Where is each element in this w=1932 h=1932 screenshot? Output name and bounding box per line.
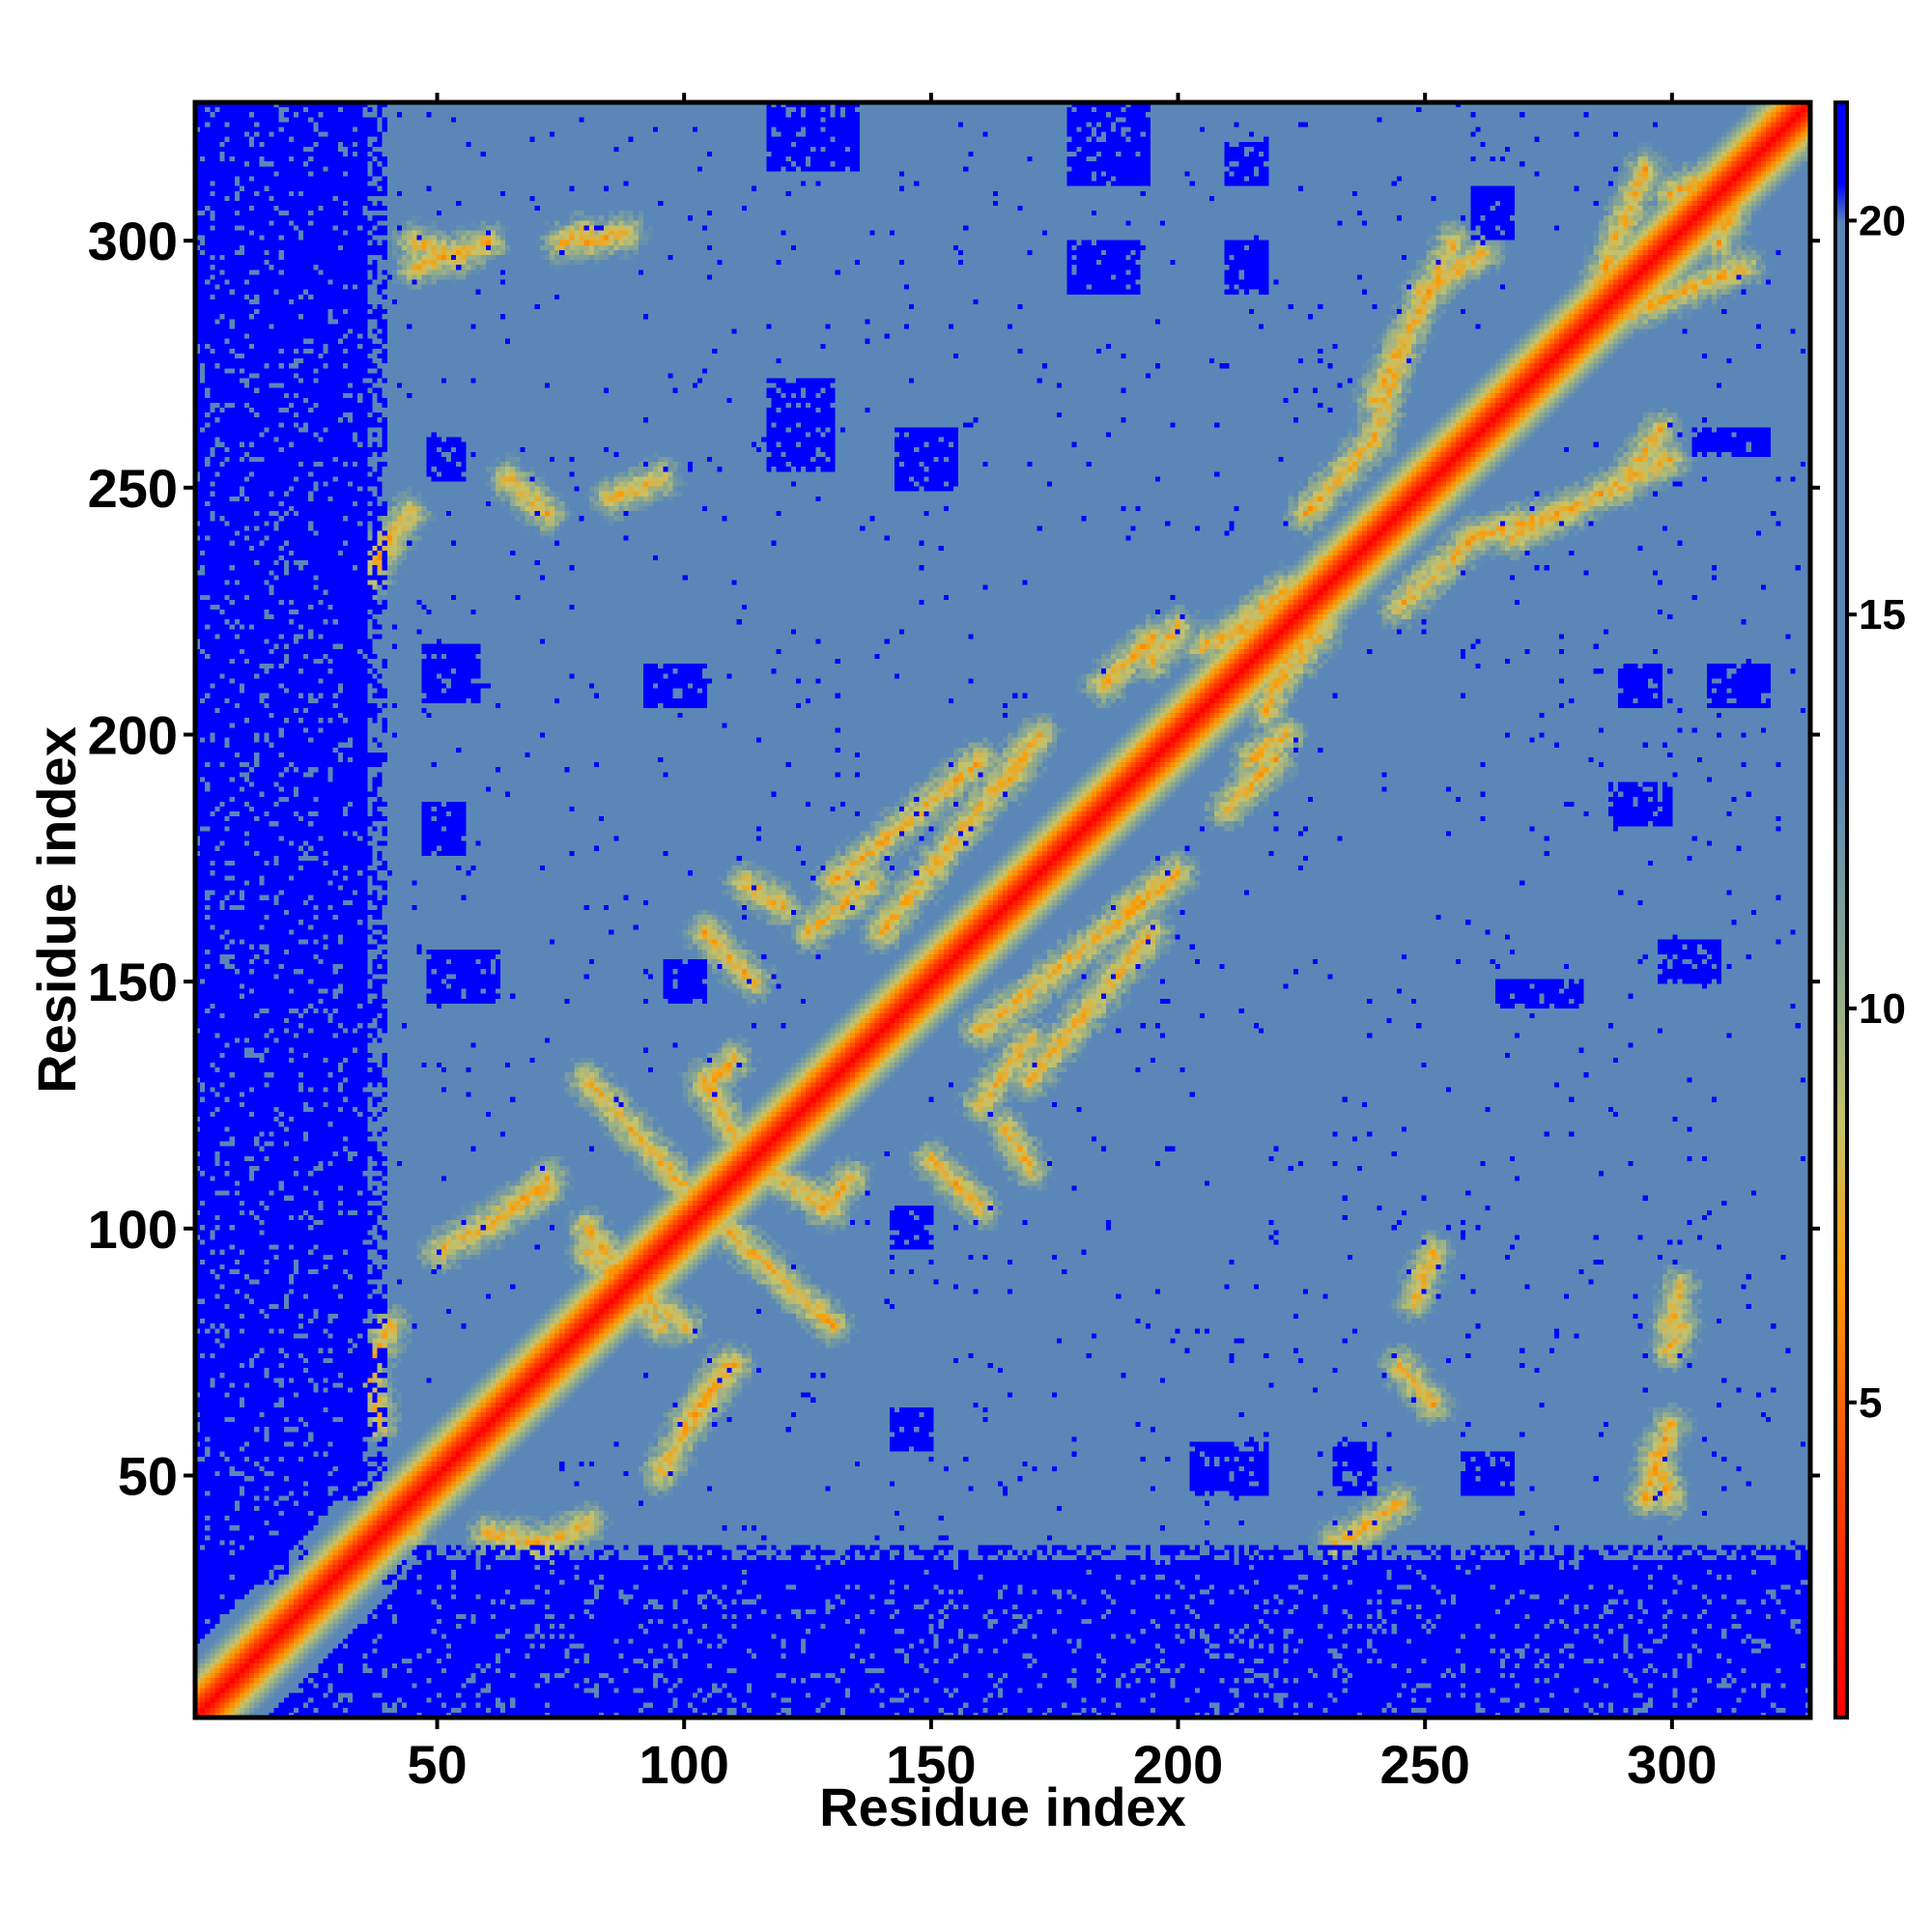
colorbar-gradient [1835, 102, 1847, 1718]
colorbar: 5 10 15 20 [1833, 100, 1906, 1719]
x-tick-label: 100 [639, 1734, 728, 1795]
y-tick-label: 300 [88, 211, 178, 271]
x-tick-label: 250 [1379, 1734, 1469, 1795]
x-tick-label: 300 [1627, 1734, 1717, 1795]
colorbar-tick-label: 15 [1859, 591, 1906, 639]
x-axis-title: Residue index [819, 1776, 1186, 1837]
y-tick-label: 250 [88, 458, 178, 519]
heatmap-plot-area [192, 99, 1813, 1720]
x-axis-ticks: 50 100 150 200 250 300 [407, 93, 1718, 1795]
y-tick-label: 200 [88, 704, 178, 765]
x-tick-label: 200 [1133, 1734, 1223, 1795]
colorbar-tick-label: 5 [1859, 1379, 1882, 1427]
plot-frame [192, 99, 1813, 1720]
colorbar-frame [1833, 100, 1849, 1719]
colorbar-ticks: 5 10 15 20 [1847, 197, 1906, 1427]
x-tick-label: 150 [886, 1734, 976, 1795]
y-tick-label: 100 [88, 1199, 178, 1260]
y-axis-title: Residue index [26, 726, 87, 1094]
y-tick-label: 50 [118, 1445, 178, 1506]
colorbar-tick-label: 10 [1859, 985, 1906, 1033]
x-tick-label: 50 [407, 1734, 467, 1795]
colorbar-tick-label: 20 [1859, 197, 1906, 244]
y-tick-label: 150 [88, 952, 178, 1012]
distance-heatmap [195, 102, 1810, 1718]
y-axis-ticks: 50 100 150 200 250 300 [88, 211, 1820, 1506]
